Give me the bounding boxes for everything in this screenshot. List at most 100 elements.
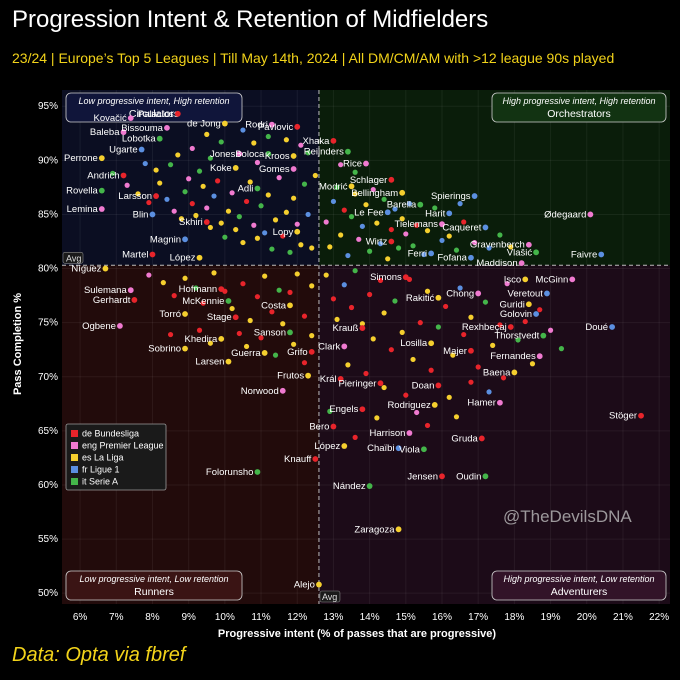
data-point: [215, 178, 221, 184]
data-point: [153, 167, 159, 173]
data-point: [338, 162, 344, 168]
data-point: [262, 273, 268, 279]
legend-box: [65, 423, 167, 491]
point-label: Chaïbi: [367, 443, 394, 454]
data-point: [507, 324, 514, 330]
point-label: Martel: [122, 249, 148, 260]
data-point: [544, 290, 550, 297]
point-label: Pieringer: [338, 378, 376, 389]
point-label: Koke: [210, 163, 232, 174]
quadrant-name: Circulators: [129, 108, 179, 120]
data-point: [490, 342, 496, 348]
point-label: Viola: [399, 444, 421, 455]
x-tick-label: 20%: [577, 612, 597, 623]
point-label: Clark: [318, 341, 340, 352]
data-point: [294, 228, 301, 235]
quadrant-bg-adventurers: [318, 265, 670, 604]
data-point: [262, 230, 268, 236]
data-point: [515, 337, 521, 343]
data-point: [189, 201, 195, 207]
quadrant-name: Orchestrators: [547, 108, 611, 120]
data-point: [265, 150, 272, 157]
data-point: [370, 336, 376, 342]
data-point: [403, 392, 409, 398]
data-point: [482, 299, 489, 305]
data-point: [269, 309, 275, 315]
data-point: [204, 205, 210, 211]
point-label: Ferri: [408, 248, 428, 259]
data-point: [323, 272, 329, 278]
data-point: [399, 329, 405, 335]
data-point: [309, 283, 315, 289]
data-point: [403, 231, 409, 237]
data-point: [291, 341, 297, 347]
data-point: [345, 148, 351, 155]
point-label: Rice: [343, 159, 362, 170]
quadrant-name: Runners: [134, 586, 174, 598]
data-point: [193, 285, 199, 291]
point-label: Khedira: [184, 334, 217, 345]
point-label: Larsson: [118, 191, 152, 202]
data-point: [374, 220, 380, 226]
point-label: Palacios: [138, 109, 174, 120]
data-point: [431, 401, 438, 408]
data-point: [330, 137, 337, 144]
point-label: Rodriguez: [387, 400, 431, 411]
data-point: [424, 288, 431, 294]
data-point: [587, 211, 594, 218]
data-point: [359, 223, 365, 229]
data-point: [522, 318, 528, 325]
data-point: [522, 276, 529, 283]
data-point: [367, 291, 373, 298]
point-label: Norwood: [241, 386, 279, 397]
x-tick-label: 19%: [541, 612, 561, 623]
data-point: [254, 235, 261, 241]
point-label: Le Fee: [354, 207, 384, 218]
data-point: [98, 206, 105, 212]
data-point: [345, 362, 351, 368]
legend-label: fr Ligue 1: [82, 465, 120, 475]
data-point: [327, 408, 333, 414]
quadrant-box: [491, 570, 667, 601]
data-point: [486, 245, 492, 251]
x-axis-label: Progressive intent (% of passes that are…: [218, 628, 496, 640]
point-label: Barella: [387, 200, 417, 211]
point-label: McGinn: [536, 274, 569, 285]
data-point: [402, 274, 409, 281]
y-tick-label: 90%: [38, 155, 58, 166]
point-label: Alejo: [294, 580, 315, 591]
legend-swatch: [71, 478, 78, 485]
data-point: [269, 246, 275, 252]
data-point: [287, 302, 293, 309]
point-label: Thorstvedt: [494, 331, 539, 342]
data-point: [211, 193, 217, 199]
data-point: [536, 353, 543, 360]
data-point: [417, 320, 423, 326]
data-point: [547, 327, 554, 333]
data-point: [395, 245, 402, 251]
data-point: [414, 222, 420, 228]
data-point: [276, 287, 282, 293]
x-tick-label: 13%: [323, 612, 343, 623]
avg-label-y: Avg: [66, 253, 81, 263]
x-tick-label: 15%: [396, 612, 416, 623]
data-point: [395, 445, 402, 452]
data-point: [468, 254, 474, 261]
data-point: [609, 324, 615, 330]
data-point: [482, 224, 489, 231]
data-point: [457, 201, 463, 207]
quadrant-description: High progressive intent, Low retention: [503, 574, 654, 584]
data-point: [352, 191, 358, 197]
point-label: Caqueret: [442, 222, 481, 233]
point-label: Sanson: [254, 327, 286, 338]
data-point: [98, 155, 105, 162]
data-point: [341, 443, 348, 449]
data-point: [254, 185, 261, 192]
data-point: [222, 234, 228, 240]
quadrant-box: [491, 92, 667, 123]
data-point: [127, 115, 134, 122]
data-point: [475, 290, 482, 297]
data-point: [312, 456, 319, 462]
data-point: [301, 181, 308, 187]
data-point: [482, 473, 489, 480]
